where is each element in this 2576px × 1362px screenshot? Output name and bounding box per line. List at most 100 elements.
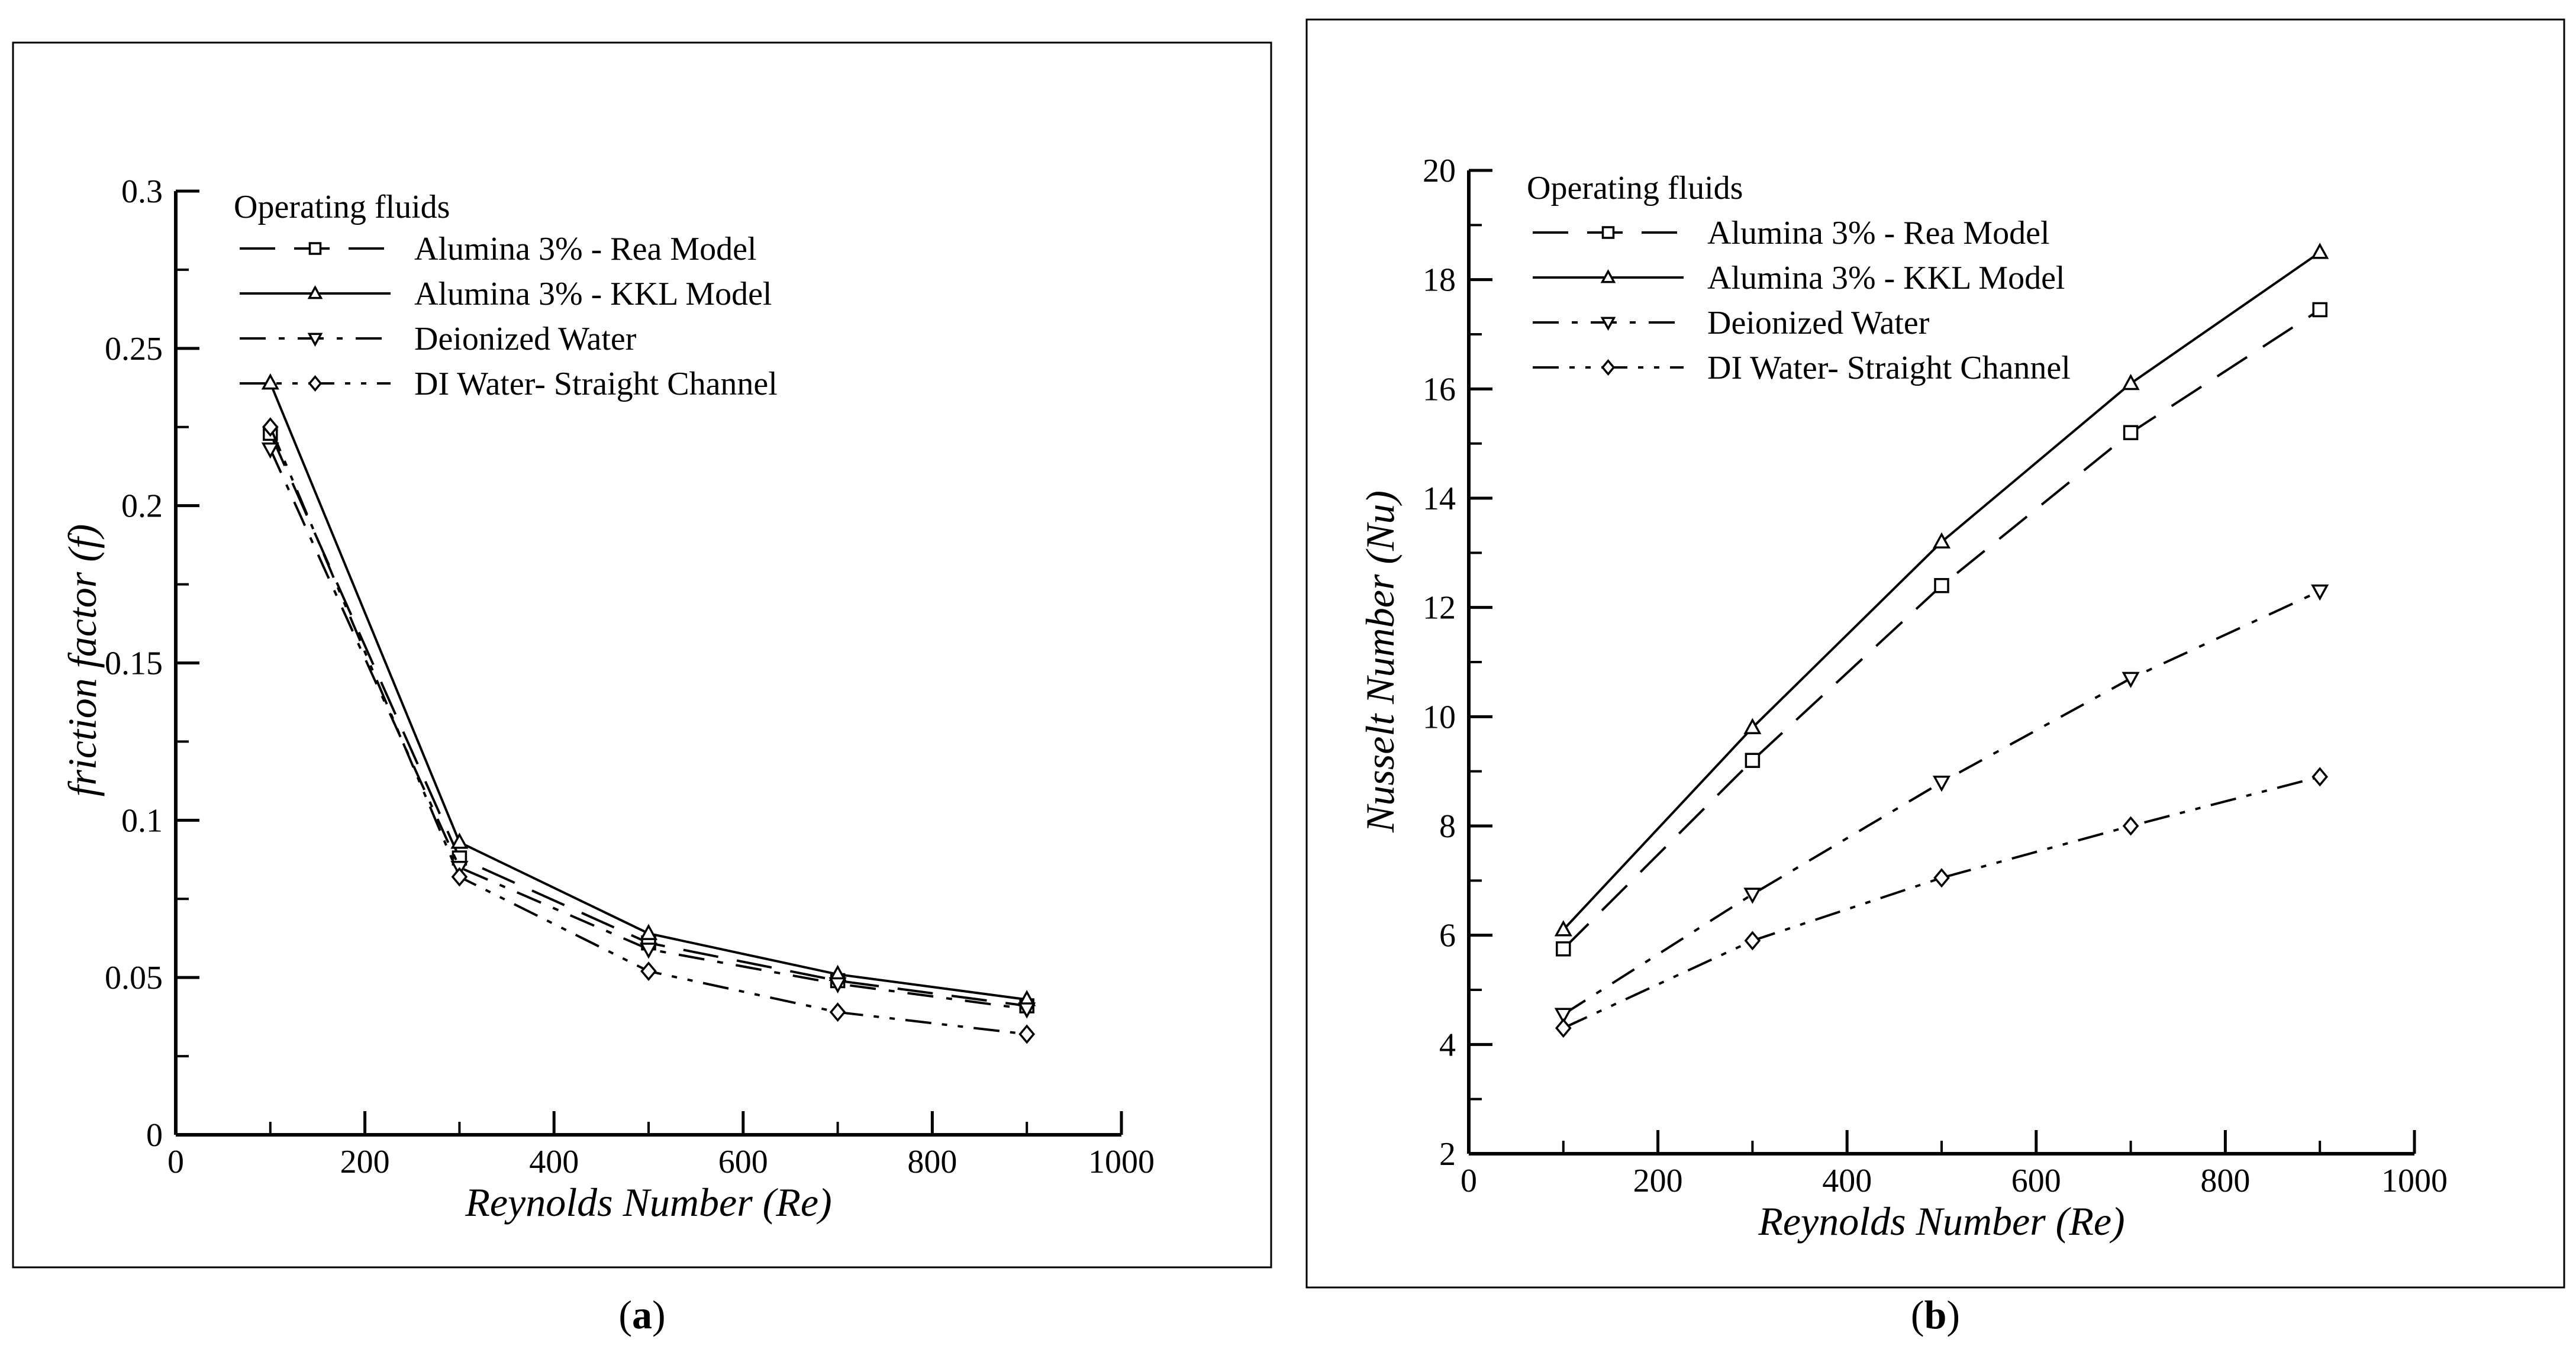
legend-marker	[308, 375, 323, 392]
series-4	[262, 417, 1036, 1044]
data-point-marker	[1743, 718, 1762, 734]
data-point-marker	[639, 924, 658, 940]
x-tick-label: 400	[529, 1144, 579, 1180]
legend-marker	[1601, 359, 1616, 376]
series-2	[261, 373, 1036, 1006]
y-tick-label: 10	[1423, 699, 1456, 735]
x-axis-title: Reynolds Number (Re)	[465, 1180, 831, 1225]
x-tick-label: 1000	[2381, 1163, 2448, 1199]
legend-label: Alumina 3% - Rea Model	[1707, 215, 2050, 251]
series-line	[269, 448, 1027, 1011]
legend-marker	[1601, 226, 1615, 239]
series-3	[1554, 584, 2329, 1024]
data-point-marker	[1932, 532, 1951, 548]
series-line	[1562, 775, 2320, 1029]
panel-b: 0 200 400 600 800 1000 2 4 6 8 10 12 14 16 18 20 Reynold…	[1305, 18, 2565, 1337]
series-4	[1555, 767, 2329, 1038]
legend-label: DI Water- Straight Channel	[1707, 350, 2071, 386]
panel-label-letter: b	[1924, 1292, 1947, 1337]
panel-frame	[1305, 18, 2565, 1289]
data-point-marker	[2122, 816, 2139, 836]
legend-label: Alumina 3% - Rea Model	[414, 231, 757, 267]
y-tick-label: 0.25	[105, 331, 163, 367]
data-point-marker	[2312, 302, 2327, 318]
series-line	[1562, 590, 2321, 1016]
panel-label: (a)	[618, 1292, 665, 1337]
y-tick-label: 20	[1423, 153, 1456, 189]
panel-label-open: (	[618, 1292, 632, 1337]
data-point-marker	[1933, 868, 1950, 888]
data-point-marker	[1745, 753, 1761, 768]
x-tick-label: 0	[167, 1144, 184, 1180]
legend-marker	[1600, 317, 1616, 331]
x-tick-label: 800	[2200, 1163, 2250, 1199]
panel-label: (b)	[1911, 1292, 1960, 1337]
y-tick-label: 0.3	[121, 173, 163, 210]
legend-title: Operating fluids	[1527, 170, 1743, 206]
panel-label-open: (	[1911, 1292, 1924, 1337]
series-line	[1562, 308, 2321, 950]
y-tick-label: 0.05	[105, 960, 163, 996]
y-tick-label: 14	[1423, 480, 1456, 517]
data-point-marker	[1554, 1008, 1572, 1024]
data-point-marker	[1556, 941, 1571, 957]
series-1	[1556, 302, 2327, 957]
x-tick-label: 400	[1822, 1163, 1872, 1199]
y-tick-label: 0	[146, 1117, 163, 1154]
data-point-marker	[1018, 1024, 1036, 1044]
panel-label-close: )	[652, 1292, 666, 1337]
series-line	[269, 433, 1027, 1007]
panel-frame	[12, 41, 1272, 1269]
series-2	[1554, 243, 2329, 937]
y-axis-title: Nusselt Number (Nu)	[1358, 490, 1403, 833]
y-tick-label: 0.15	[105, 646, 163, 682]
data-point-marker	[639, 943, 658, 959]
panel-label-letter: a	[632, 1292, 652, 1337]
x-axis-title: Reynolds Number (Re)	[1758, 1199, 2124, 1244]
data-point-marker	[828, 977, 847, 994]
y-tick-label: 0.1	[121, 802, 163, 839]
data-point-marker	[2122, 672, 2140, 688]
data-point-marker	[1932, 776, 1951, 792]
y-tick-label: 2	[1439, 1136, 1456, 1173]
legend-label: Alumina 3% - KKL Model	[414, 276, 772, 312]
legend-label: Alumina 3% - KKL Model	[1707, 260, 2065, 296]
y-axis-title: friction factor (f)	[60, 524, 105, 797]
data-point-marker	[2311, 243, 2329, 259]
legend-label: Deionized Water	[414, 321, 637, 357]
x-tick-label: 1000	[1088, 1144, 1155, 1180]
data-point-marker	[262, 417, 279, 437]
y-tick-label: 8	[1439, 808, 1456, 845]
data-point-marker	[1744, 931, 1761, 951]
y-tick-label: 0.2	[121, 488, 163, 525]
data-point-marker	[829, 1002, 846, 1022]
legend-marker	[307, 333, 323, 347]
y-tick-label: 16	[1423, 371, 1456, 408]
y-tick-label: 6	[1439, 918, 1456, 954]
data-point-marker	[261, 442, 279, 459]
data-point-marker	[1555, 1018, 1572, 1038]
data-point-marker	[1018, 1002, 1036, 1019]
x-tick-label: 200	[340, 1144, 390, 1180]
legend-title: Operating fluids	[234, 189, 450, 225]
data-point-marker	[640, 961, 657, 982]
y-tick-label: 4	[1439, 1027, 1456, 1063]
data-point-marker	[1934, 577, 1949, 593]
data-point-marker	[2311, 767, 2329, 787]
y-tick-label: 12	[1423, 590, 1456, 627]
panel-label-close: )	[1946, 1292, 1960, 1337]
legend-marker	[308, 242, 322, 255]
data-point-marker	[2122, 373, 2140, 390]
data-point-marker	[1743, 887, 1762, 904]
series-line	[269, 382, 1027, 1001]
x-tick-label: 0	[1461, 1163, 1477, 1199]
panel-a: 0 200 400 600 800 1000 0 0.05 0.1 0.15 0.2 0.25 0.3 R…	[12, 41, 1272, 1337]
data-point-marker	[450, 832, 469, 849]
x-tick-label: 200	[1633, 1163, 1683, 1199]
x-tick-label: 800	[907, 1144, 957, 1180]
data-point-marker	[2311, 584, 2329, 601]
data-point-marker	[1554, 920, 1572, 937]
legend-label: Deionized Water	[1707, 305, 1930, 341]
y-tick-label: 18	[1423, 262, 1456, 299]
